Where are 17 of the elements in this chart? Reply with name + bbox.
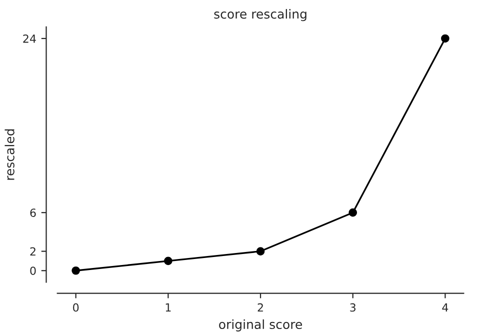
point (256, 247, 265, 256)
y-tick-label: 0 (30, 266, 36, 276)
x-tick-label: 2 (258, 303, 263, 312)
point (164, 256, 172, 266)
y-tick-label: 6 (30, 208, 36, 217)
y-tick-label: 24 (23, 34, 36, 43)
point (348, 208, 358, 217)
x-tick-label: 3 (350, 303, 356, 312)
y-tick-label: 2 (30, 247, 36, 256)
y-axis-title: rescaled (4, 129, 14, 180)
x-tick-label: 0 (73, 303, 79, 312)
point (441, 34, 450, 43)
x-tick-label: 1 (166, 303, 171, 312)
point (72, 266, 80, 275)
x-axis-title: original score (219, 319, 302, 332)
x-tick-label: 4 (442, 303, 448, 312)
chart-title: score rescaling (214, 9, 306, 22)
